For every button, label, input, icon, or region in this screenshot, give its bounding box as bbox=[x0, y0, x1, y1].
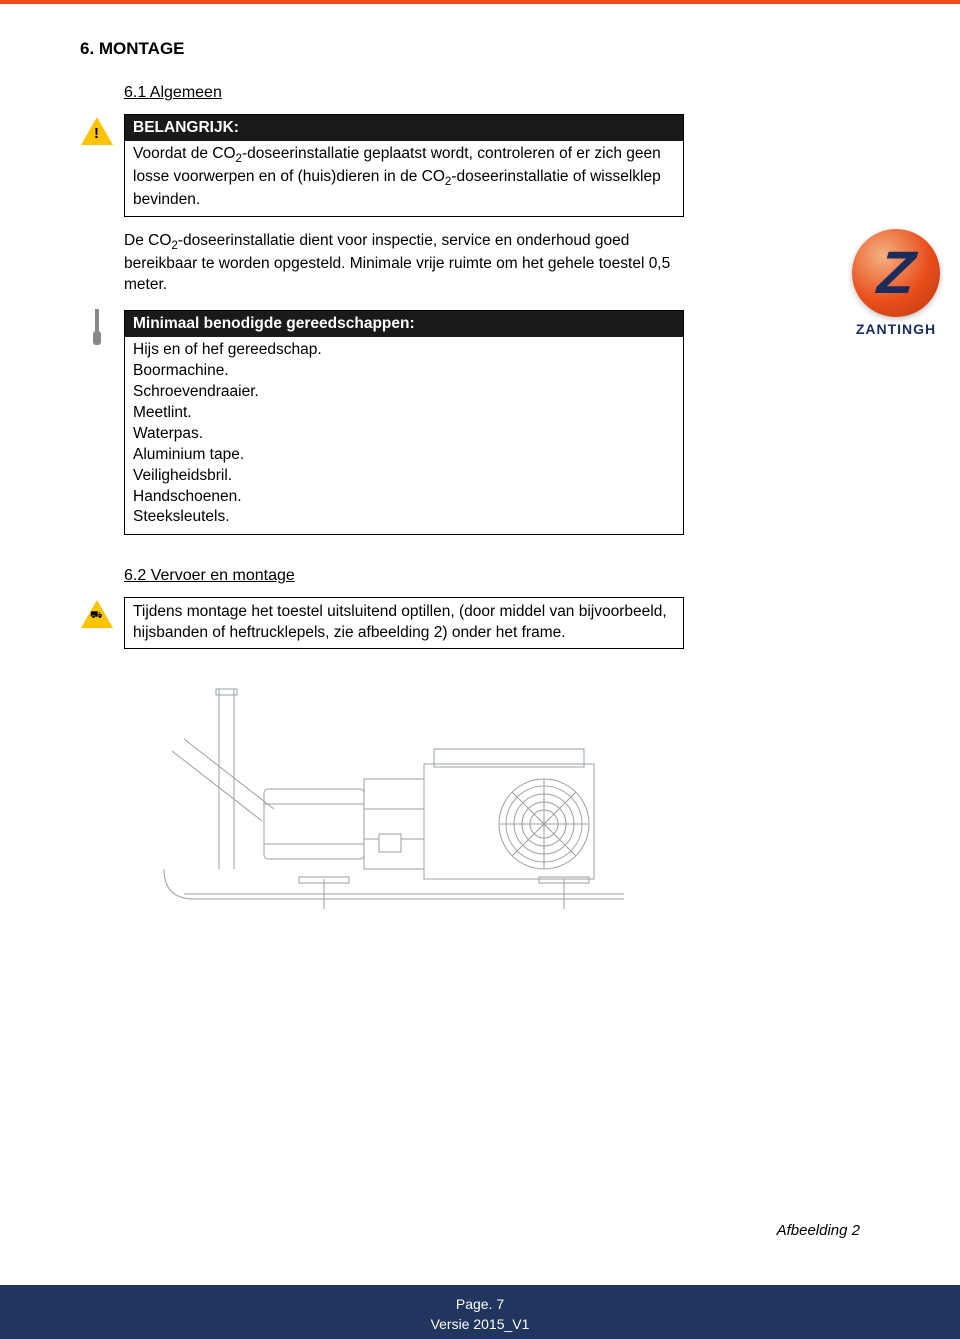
forklift-icon bbox=[80, 597, 114, 631]
list-item: Schroevendraaier. bbox=[133, 382, 675, 403]
diagram-svg bbox=[124, 679, 804, 959]
list-item: Waterpas. bbox=[133, 424, 675, 445]
list-item: Hijs en of hef gereedschap. bbox=[133, 340, 675, 361]
important-box: BELANGRIJK: Voordat de CO2-doseerinstall… bbox=[124, 114, 684, 217]
important-block: BELANGRIJK: Voordat de CO2-doseerinstall… bbox=[80, 114, 880, 296]
list-item: Aluminium tape. bbox=[133, 445, 675, 466]
logo-circle: Z bbox=[852, 229, 940, 317]
list-item: Boormachine. bbox=[133, 361, 675, 382]
transport-block: Tijdens montage het toestel uitsluitend … bbox=[80, 597, 880, 649]
page-footer: Page. 7 Versie 2015_V1 bbox=[0, 1285, 960, 1339]
transport-box: Tijdens montage het toestel uitsluitend … bbox=[124, 597, 684, 649]
logo-name: ZANTINGH bbox=[852, 321, 940, 337]
text-frag: -doseerinstallatie dient voor inspectie,… bbox=[124, 232, 670, 293]
screwdriver-icon bbox=[80, 310, 114, 344]
important-content-wrapper: BELANGRIJK: Voordat de CO2-doseerinstall… bbox=[124, 114, 684, 296]
list-item: Meetlint. bbox=[133, 403, 675, 424]
list-item: Steeksleutels. bbox=[133, 507, 675, 528]
tools-header: Minimaal benodigde gereedschappen: bbox=[125, 311, 683, 337]
important-body: Voordat de CO2-doseerinstallatie geplaat… bbox=[125, 141, 683, 216]
logo-letter: Z bbox=[875, 243, 917, 303]
section-heading: 6. MONTAGE bbox=[80, 39, 880, 59]
figure-2-diagram bbox=[124, 679, 804, 959]
subsection-1-title: 6.1 Algemeen bbox=[124, 84, 880, 102]
tools-box: Minimaal benodigde gereedschappen: Hijs … bbox=[124, 310, 684, 535]
warning-icon bbox=[80, 114, 114, 148]
figure-caption: Afbeelding 2 bbox=[777, 1222, 860, 1239]
list-item: Veiligheidsbril. bbox=[133, 466, 675, 487]
tools-block: Minimaal benodigde gereedschappen: Hijs … bbox=[80, 310, 880, 535]
inspection-paragraph: De CO2-doseerinstallatie dient voor insp… bbox=[124, 231, 684, 296]
text-frag: Voordat de CO bbox=[133, 145, 236, 162]
subsection-2-title: 6.2 Vervoer en montage bbox=[124, 567, 880, 585]
footer-page: Page. 7 bbox=[0, 1295, 960, 1315]
list-item: Handschoenen. bbox=[133, 487, 675, 508]
zantingh-logo: Z ZANTINGH bbox=[852, 229, 940, 337]
footer-version: Versie 2015_V1 bbox=[0, 1315, 960, 1335]
important-header: BELANGRIJK: bbox=[125, 115, 683, 141]
tools-body: Hijs en of hef gereedschap. Boormachine.… bbox=[125, 337, 683, 534]
page-content: 6. MONTAGE 6.1 Algemeen BELANGRIJK: Voor… bbox=[0, 4, 960, 959]
text-frag: De CO bbox=[124, 232, 171, 249]
